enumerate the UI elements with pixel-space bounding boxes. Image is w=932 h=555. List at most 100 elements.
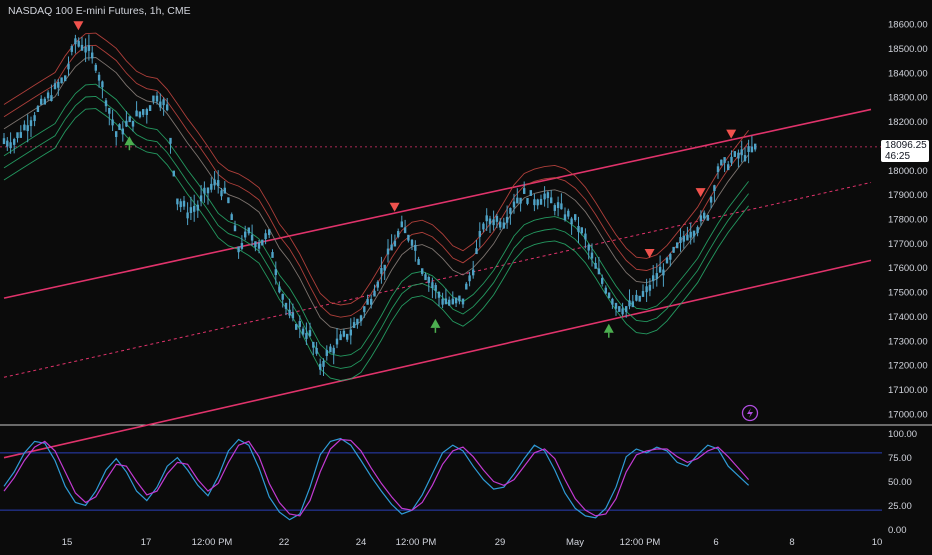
candle-body (193, 205, 196, 212)
candle-body (315, 347, 318, 354)
candle-body (424, 274, 427, 281)
candle-body (121, 128, 124, 135)
candle-body (539, 198, 543, 205)
candle-body (427, 277, 430, 283)
price-axis-tick: 17200.00 (888, 361, 928, 372)
envelope-band-line (3, 32, 749, 306)
candle-body (523, 188, 526, 194)
candle-body (87, 45, 91, 51)
candle-body (730, 156, 733, 163)
price-axis-tick: 17000.00 (888, 409, 928, 420)
candle-body (587, 244, 590, 251)
candle-body (519, 197, 522, 204)
time-axis-tick: 24 (356, 537, 367, 548)
candle-body (220, 190, 223, 197)
candle-body (213, 179, 216, 186)
candle-body (641, 291, 645, 297)
stoch-axis-tick: 75.00 (888, 453, 912, 464)
candle-body (370, 298, 373, 305)
candle-body (152, 95, 155, 102)
stoch-d-line (3, 438, 750, 517)
buy-signal-marker (124, 136, 135, 146)
candle-body (203, 187, 206, 194)
candle-body (655, 273, 658, 279)
candle-body (359, 315, 363, 322)
candle-body (380, 267, 383, 274)
candle-body (465, 283, 468, 290)
candle-body (206, 187, 210, 194)
price-axis-tick: 17600.00 (888, 263, 928, 274)
candle-body (437, 291, 441, 298)
candle-body (366, 298, 369, 305)
candle-body (604, 287, 607, 294)
candle-body (556, 202, 560, 209)
current-price-label: 18096.25 (885, 140, 927, 151)
time-axis-tick: May (566, 537, 584, 548)
candle-body (696, 227, 699, 233)
candle-body (57, 81, 60, 88)
candle-body (322, 360, 325, 367)
candle-body (186, 212, 189, 219)
candle-body (703, 212, 706, 219)
sell-signal-marker (73, 21, 84, 31)
candle-body (594, 262, 597, 269)
candle-body (403, 227, 407, 234)
candle-body (563, 214, 567, 221)
candle-body (706, 214, 709, 221)
candle-body (325, 350, 328, 356)
candle-body (97, 74, 101, 81)
candle-body (618, 306, 621, 312)
channel-layer (0, 108, 882, 459)
candle-body (250, 234, 254, 241)
candle-body (451, 298, 454, 305)
channel-upper-line (3, 108, 872, 299)
candle-body (363, 306, 366, 313)
candle-body (635, 294, 638, 301)
candle-body (166, 104, 169, 111)
candle-body (747, 146, 750, 152)
candle-body (291, 312, 295, 319)
envelope-band-line (3, 95, 749, 369)
stoch-k-line (3, 437, 750, 521)
candle-body (13, 139, 16, 145)
candle-body (257, 242, 261, 249)
time-axis-tick: 12:00 PM (192, 537, 233, 548)
candle-body (669, 253, 672, 260)
candle-body (84, 46, 87, 53)
candle-body (199, 195, 203, 202)
candle-body (448, 299, 451, 306)
candle-body (261, 239, 264, 246)
candle-body (80, 44, 84, 51)
buy-signal-marker (603, 323, 614, 333)
candle-body (77, 40, 80, 47)
candle-body (346, 333, 349, 340)
candle-body (727, 164, 730, 171)
candle-body (689, 231, 692, 238)
candle-body (638, 295, 641, 302)
candle-body (278, 286, 281, 293)
candle-body (271, 252, 274, 258)
candle-body (288, 309, 291, 316)
price-axis-tick: 18200.00 (888, 117, 928, 128)
time-axis-tick: 10 (872, 537, 883, 548)
candle-body (407, 234, 410, 241)
candle-body (754, 143, 757, 150)
candle-body (482, 223, 485, 230)
candle-body (472, 269, 475, 276)
candle-body (29, 120, 33, 127)
price-axis-tick: 17100.00 (888, 385, 928, 396)
time-axis-tick: 22 (279, 537, 290, 548)
replay-icon[interactable] (741, 404, 759, 422)
bar-countdown-label: 46:25 (885, 151, 911, 162)
candle-body (50, 95, 53, 102)
band-layer (3, 32, 749, 381)
candle-body (46, 92, 50, 99)
candle-body (699, 215, 703, 222)
candle-body (645, 286, 648, 293)
candle-body (60, 77, 63, 84)
candle-body (692, 230, 696, 237)
candle-body (454, 297, 458, 304)
candle-body (383, 264, 386, 271)
